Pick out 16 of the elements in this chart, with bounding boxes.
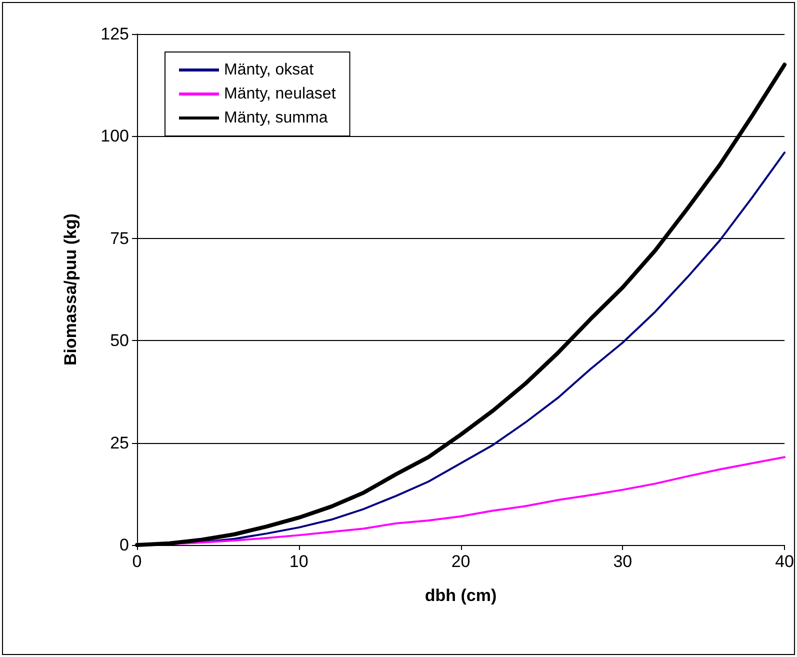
y-tick-label: 50 [110,331,129,350]
y-tick-label: 0 [120,536,129,554]
x-tick-label: 10 [289,552,308,571]
legend-label: Mänty, neulaset [224,86,336,102]
y-tick-label: 25 [110,433,129,452]
x-tick-label: 0 [132,552,142,571]
x-tick-label: 20 [451,552,470,571]
x-tick-label: 30 [613,552,632,571]
y-axis-title: Biomassa/puu (kg) [61,213,80,366]
y-tick-label: 75 [110,228,129,248]
y-tick-label: 100 [100,126,129,146]
legend-label: Mänty, oksat [224,62,314,78]
x-tick-label: 40 [775,552,794,571]
y-tick-label: 125 [100,24,129,44]
x-axis-title: dbh (cm) [424,586,497,605]
legend-label: Mänty, summa [224,110,328,126]
